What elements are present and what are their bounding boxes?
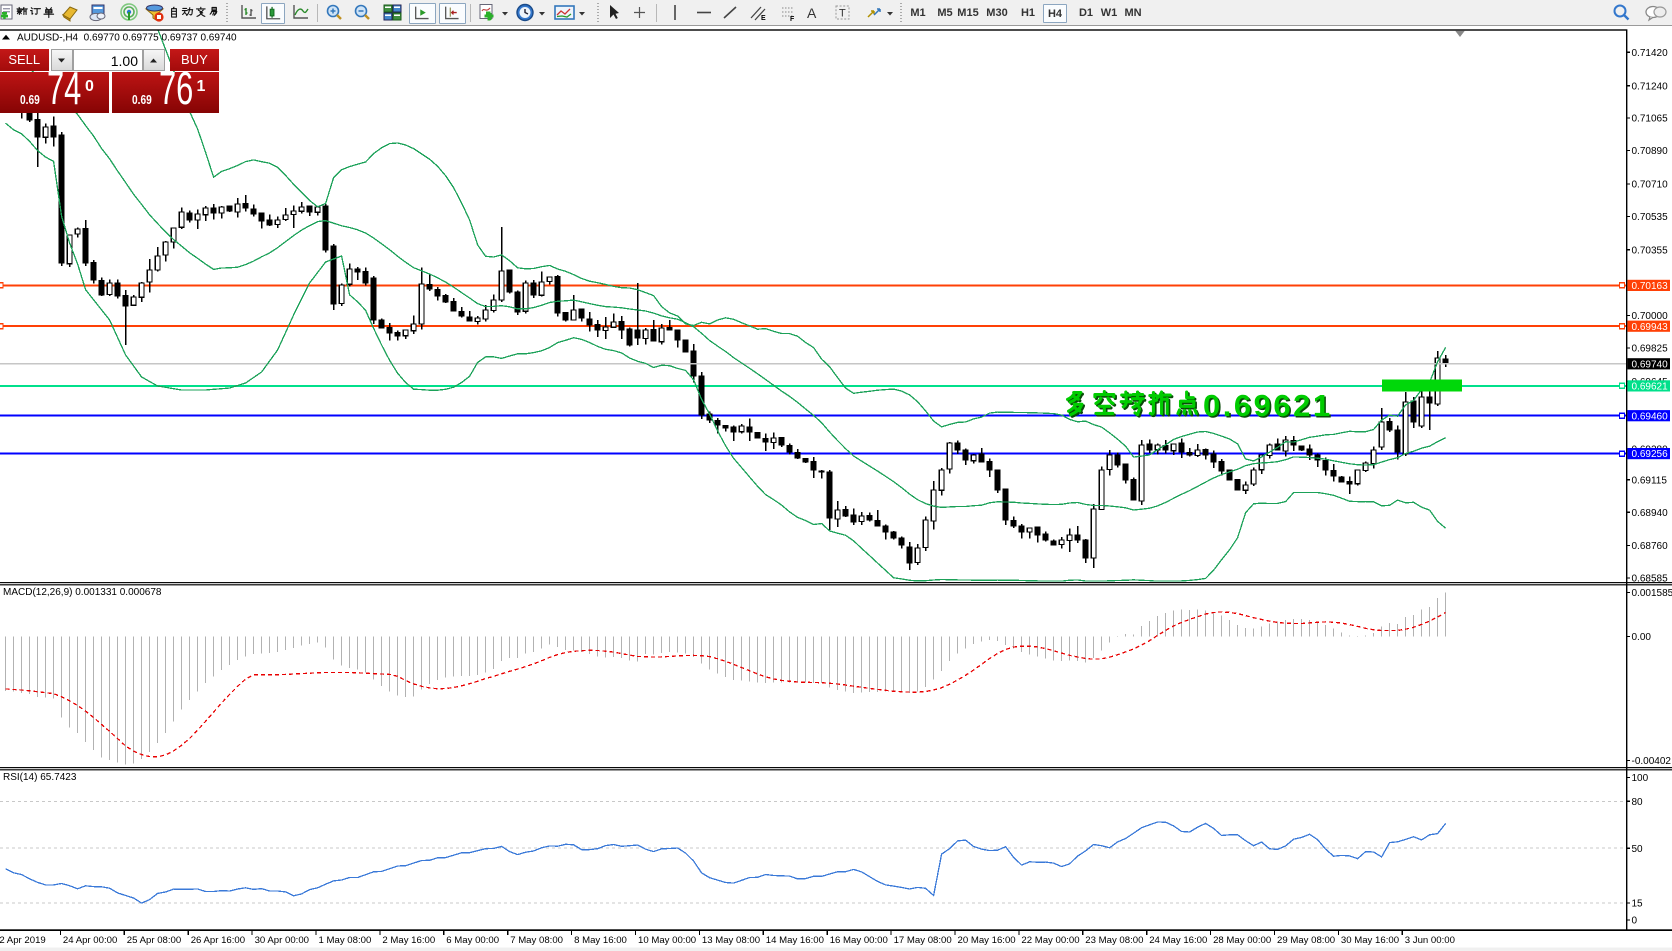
svg-text:24 May 16:00: 24 May 16:00 bbox=[1149, 935, 1207, 946]
svg-text:0.68585: 0.68585 bbox=[1632, 574, 1669, 585]
svg-text:RSI(14) 65.7423: RSI(14) 65.7423 bbox=[3, 772, 77, 783]
svg-text:20 May 16:00: 20 May 16:00 bbox=[958, 935, 1016, 946]
svg-text:0.69460: 0.69460 bbox=[1632, 411, 1669, 422]
svg-text:15: 15 bbox=[1632, 899, 1644, 910]
svg-text:0.70163: 0.70163 bbox=[1632, 281, 1669, 292]
svg-text:0: 0 bbox=[1632, 916, 1638, 927]
svg-text:17 May 08:00: 17 May 08:00 bbox=[894, 935, 952, 946]
svg-text:13 May 08:00: 13 May 08:00 bbox=[702, 935, 760, 946]
svg-text:25 Apr 08:00: 25 Apr 08:00 bbox=[127, 935, 181, 946]
svg-text:0.69115: 0.69115 bbox=[1632, 475, 1668, 486]
svg-text:0.69621: 0.69621 bbox=[1203, 388, 1333, 423]
svg-text:0.71420: 0.71420 bbox=[1632, 48, 1669, 59]
svg-text:22 May 00:00: 22 May 00:00 bbox=[1021, 935, 1079, 946]
svg-text:16 May 00:00: 16 May 00:00 bbox=[830, 935, 888, 946]
svg-text:MACD(12,26,9) 0.001331 0.00067: MACD(12,26,9) 0.001331 0.000678 bbox=[3, 587, 162, 598]
svg-text:0.68940: 0.68940 bbox=[1632, 508, 1669, 519]
svg-text:0.71065: 0.71065 bbox=[1632, 114, 1669, 125]
svg-text:2 May 16:00: 2 May 16:00 bbox=[382, 935, 435, 946]
svg-text:0.68760: 0.68760 bbox=[1632, 541, 1669, 552]
svg-text:7 May 08:00: 7 May 08:00 bbox=[510, 935, 563, 946]
svg-text:E: E bbox=[761, 15, 766, 22]
svg-text:0.70355: 0.70355 bbox=[1632, 245, 1669, 256]
svg-text:0.69943: 0.69943 bbox=[1632, 322, 1669, 333]
svg-text:26 Apr 16:00: 26 Apr 16:00 bbox=[191, 935, 245, 946]
svg-text:0.69256: 0.69256 bbox=[1632, 449, 1669, 460]
svg-text:0.69825: 0.69825 bbox=[1632, 344, 1669, 355]
svg-text:T: T bbox=[839, 8, 846, 20]
svg-text:24 Apr 00:00: 24 Apr 00:00 bbox=[63, 935, 117, 946]
svg-text:22 Apr 2019: 22 Apr 2019 bbox=[0, 935, 46, 946]
svg-text:0.70890: 0.70890 bbox=[1632, 146, 1669, 157]
svg-text:0.69621: 0.69621 bbox=[1632, 382, 1669, 393]
svg-text:0.001585: 0.001585 bbox=[1632, 588, 1672, 599]
svg-text:23 May 08:00: 23 May 08:00 bbox=[1085, 935, 1143, 946]
svg-text:50: 50 bbox=[1632, 844, 1644, 855]
svg-text:8 May 16:00: 8 May 16:00 bbox=[574, 935, 627, 946]
svg-text:29 May 08:00: 29 May 08:00 bbox=[1277, 935, 1335, 946]
svg-text:0.70710: 0.70710 bbox=[1632, 180, 1669, 191]
svg-text:6 May 00:00: 6 May 00:00 bbox=[446, 935, 499, 946]
svg-text:0.00: 0.00 bbox=[1632, 632, 1652, 643]
svg-text:F: F bbox=[790, 16, 795, 23]
svg-text:-0.00402: -0.00402 bbox=[1632, 756, 1672, 767]
svg-text:80: 80 bbox=[1632, 797, 1644, 808]
svg-text:3 Jun 00:00: 3 Jun 00:00 bbox=[1405, 935, 1455, 946]
svg-text:AUDUSD-,H4 0.69770 0.69775 0.: AUDUSD-,H4 0.69770 0.69775 0.69737 0.697… bbox=[17, 33, 237, 44]
svg-text:100: 100 bbox=[1632, 773, 1649, 784]
svg-text:1 May 08:00: 1 May 08:00 bbox=[319, 935, 372, 946]
svg-text:0.71240: 0.71240 bbox=[1632, 81, 1669, 92]
svg-text:0.70000: 0.70000 bbox=[1632, 311, 1669, 322]
svg-text:10 May 00:00: 10 May 00:00 bbox=[638, 935, 696, 946]
svg-text:14 May 16:00: 14 May 16:00 bbox=[766, 935, 824, 946]
svg-text:30 Apr 00:00: 30 Apr 00:00 bbox=[255, 935, 309, 946]
svg-text:0.69621: 0.69621 bbox=[1205, 390, 1335, 425]
svg-text:30 May 16:00: 30 May 16:00 bbox=[1341, 935, 1399, 946]
svg-text:28 May 00:00: 28 May 00:00 bbox=[1213, 935, 1271, 946]
svg-text:0.69740: 0.69740 bbox=[1632, 359, 1669, 370]
svg-text:0.70535: 0.70535 bbox=[1632, 212, 1669, 223]
